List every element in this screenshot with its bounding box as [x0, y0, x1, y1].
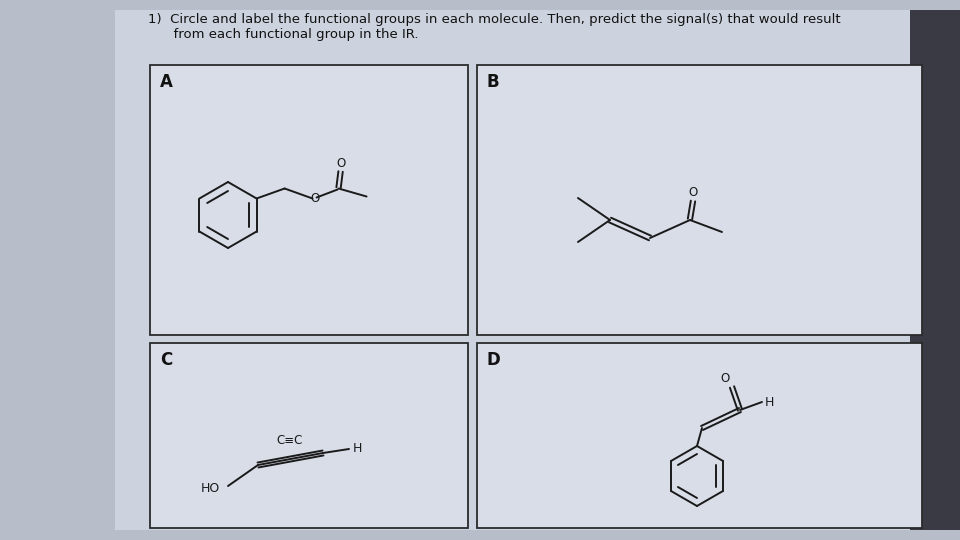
Text: A: A — [160, 73, 173, 91]
Text: 1)  Circle and label the functional groups in each molecule. Then, predict the s: 1) Circle and label the functional group… — [148, 13, 841, 26]
Text: O: O — [310, 192, 320, 205]
FancyBboxPatch shape — [910, 10, 960, 530]
Text: C≡C: C≡C — [276, 434, 303, 447]
FancyBboxPatch shape — [477, 65, 922, 335]
Text: O: O — [688, 186, 698, 199]
Text: B: B — [487, 73, 499, 91]
FancyBboxPatch shape — [115, 10, 935, 530]
Text: H: H — [764, 395, 774, 408]
Text: HO: HO — [201, 483, 220, 496]
Text: D: D — [487, 351, 501, 369]
Text: C: C — [160, 351, 172, 369]
Text: H: H — [352, 442, 362, 455]
FancyBboxPatch shape — [150, 343, 468, 528]
Text: from each functional group in the IR.: from each functional group in the IR. — [148, 28, 419, 41]
FancyBboxPatch shape — [477, 343, 922, 528]
FancyBboxPatch shape — [150, 65, 468, 335]
Text: O: O — [336, 157, 346, 170]
Text: O: O — [720, 373, 730, 386]
